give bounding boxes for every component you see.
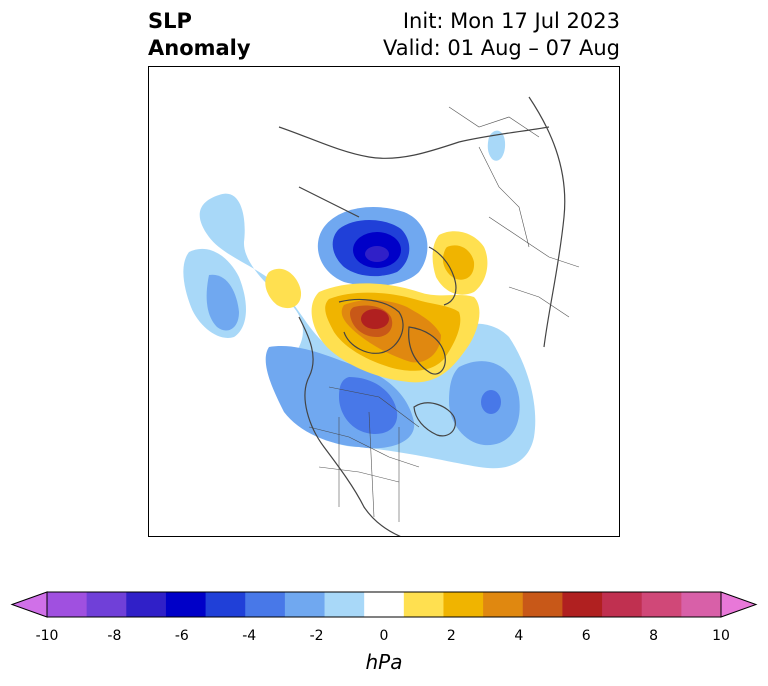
map-subtitle: Init: Mon 17 Jul 2023 Valid: 01 Aug – 07… [383, 8, 620, 62]
positive-anomaly-greenland-max [361, 309, 389, 329]
colorbar-outline [46, 591, 722, 618]
colorbar-units: hPa [365, 650, 403, 674]
arctic-low-center [365, 246, 389, 262]
colorbar-tick-label: 8 [649, 628, 659, 644]
colorbar-tick-label: 0 [379, 628, 389, 644]
negative-anomaly-core-atlantic [481, 390, 501, 414]
anomaly-map [183, 96, 580, 536]
colorbar-swatch [165, 592, 207, 617]
init-date: Init: Mon 17 Jul 2023 [402, 9, 620, 33]
colorbar-tick-label: -10 [35, 628, 59, 644]
colorbar-swatch [443, 592, 484, 617]
positive-anomaly-europe-core [442, 245, 475, 280]
colorbar-tick-label: 4 [514, 628, 524, 644]
colorbar-swatch [364, 592, 405, 617]
colorbar-tick-label: -6 [174, 628, 189, 644]
borders [308, 106, 580, 522]
colorbar-tick-label: -2 [309, 628, 324, 644]
colorbar-swatch [681, 592, 722, 617]
colorbar-swatch [522, 592, 563, 617]
colorbar-swatch [86, 592, 127, 617]
colorbar-tick-label: 10 [712, 628, 730, 644]
colorbar-extend-low [10, 591, 48, 618]
negative-anomaly-region-light-ne [487, 130, 506, 161]
negative-anomaly-core-central [339, 377, 398, 435]
title-variable-line2: Anomaly [148, 36, 251, 60]
colorbar-swatch [483, 592, 524, 617]
colorbar-swatch [47, 592, 88, 617]
colorbar-extend-high [720, 591, 758, 618]
colorbar-swatch [562, 592, 603, 617]
coastlines [278, 96, 566, 536]
colorbar-tick-label: -8 [107, 628, 122, 644]
colorbar-swatch [641, 592, 682, 617]
title-variable-line1: SLP [148, 9, 192, 33]
colorbar-swatch [284, 592, 326, 617]
colorbar-tick-label: 6 [581, 628, 591, 644]
colorbar-swatch [324, 592, 365, 617]
colorbar-graphic [10, 591, 758, 618]
colorbar-swatch [245, 592, 286, 617]
negative-anomaly-region-medium [206, 274, 239, 331]
colorbar-tick-label: -4 [242, 628, 257, 644]
colorbar-tick-label: 2 [446, 628, 456, 644]
colorbar-swatch [403, 592, 444, 617]
colorbar-swatch [126, 592, 167, 617]
colorbar-swatch [205, 592, 246, 617]
positive-anomaly-region-light [265, 268, 302, 309]
map-panel [148, 66, 620, 537]
colorbar-swatch [602, 592, 643, 617]
colorbar [0, 585, 768, 629]
map-title: SLP Anomaly [148, 8, 251, 62]
valid-dates: Valid: 01 Aug – 07 Aug [382, 36, 620, 60]
